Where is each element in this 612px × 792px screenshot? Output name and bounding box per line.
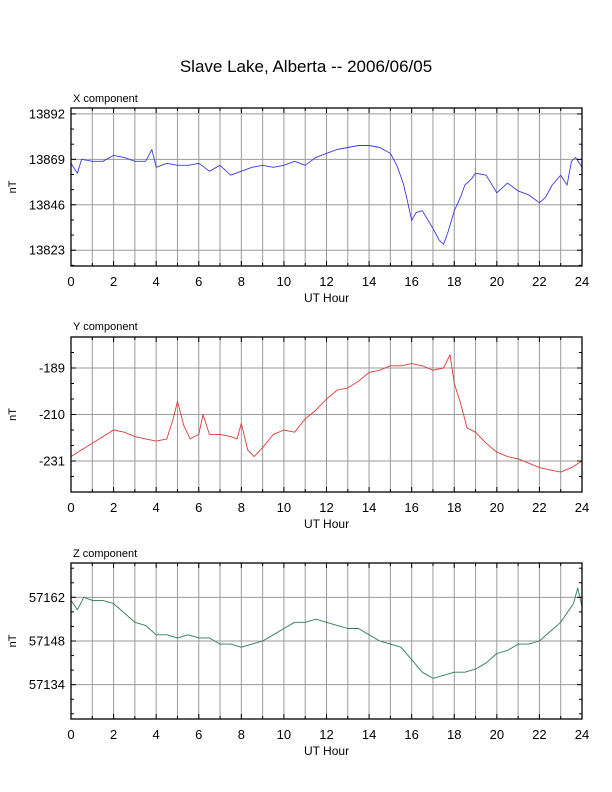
- x-tick-label: 10: [277, 727, 291, 742]
- x-tick-label: 14: [362, 274, 376, 289]
- y-tick-label: 57134: [29, 677, 65, 692]
- x-tick-label: 16: [404, 500, 418, 515]
- y-tick-label: 13869: [29, 152, 65, 167]
- x-tick-label: 22: [532, 274, 546, 289]
- x-tick-label: 4: [153, 500, 160, 515]
- x-tick-label: 8: [238, 500, 245, 515]
- x-tick-label: 6: [195, 274, 202, 289]
- y-tick-label: -210: [39, 407, 65, 422]
- x-axis-label: UT Hour: [304, 744, 349, 758]
- x-tick-label: 22: [532, 727, 546, 742]
- y-tick-label: -189: [39, 361, 65, 376]
- series-line-x: [70, 145, 583, 245]
- x-tick-label: 2: [110, 500, 117, 515]
- y-axis-label: nT: [7, 408, 19, 421]
- x-tick-label: 18: [447, 500, 461, 515]
- panel-label-y: Y component: [73, 321, 138, 333]
- x-tick-label: 12: [319, 727, 333, 742]
- x-tick-label: 6: [195, 500, 202, 515]
- x-tick-label: 20: [490, 727, 504, 742]
- x-tick-label: 2: [110, 274, 117, 289]
- x-axis-label: UT Hour: [304, 291, 349, 305]
- panel-label-z: Z component: [73, 548, 137, 560]
- x-tick-label: 4: [153, 727, 160, 742]
- x-tick-label: 12: [319, 500, 333, 515]
- x-tick-label: 18: [447, 274, 461, 289]
- x-tick-label: 16: [404, 274, 418, 289]
- chart-title: Slave Lake, Alberta -- 2006/06/05: [179, 57, 433, 76]
- panel-label-x: X component: [73, 93, 138, 105]
- y-tick-label: 57162: [29, 590, 65, 605]
- x-tick-label: 24: [575, 274, 589, 289]
- panel-x: 0 2 4 6 8 10 12 14 16 18 20 22 241382313846138691389…: [7, 93, 589, 305]
- y-tick-label: 57148: [29, 634, 65, 649]
- x-tick-label: 0: [67, 274, 74, 289]
- x-tick-label: 8: [238, 274, 245, 289]
- x-tick-label: 6: [195, 727, 202, 742]
- x-tick-label: 0: [67, 500, 74, 515]
- x-tick-label: 0: [67, 727, 74, 742]
- x-tick-label: 24: [575, 727, 589, 742]
- x-tick-label: 14: [362, 727, 376, 742]
- y-tick-label: 13892: [29, 106, 65, 121]
- y-tick-label: -231: [39, 454, 65, 469]
- y-tick-label: 13846: [29, 197, 65, 212]
- x-tick-label: 10: [277, 500, 291, 515]
- x-tick-label: 16: [404, 727, 418, 742]
- y-tick-label: 13823: [29, 243, 65, 258]
- x-tick-label: 20: [490, 274, 504, 289]
- x-tick-label: 18: [447, 727, 461, 742]
- x-tick-label: 12: [319, 274, 333, 289]
- x-tick-label: 24: [575, 500, 589, 515]
- x-tick-label: 2: [110, 727, 117, 742]
- x-axis-label: UT Hour: [304, 517, 349, 531]
- y-axis-label: nT: [7, 180, 19, 193]
- x-tick-label: 22: [532, 500, 546, 515]
- series-line-z: [70, 587, 583, 679]
- x-tick-label: 8: [238, 727, 245, 742]
- x-tick-label: 14: [362, 500, 376, 515]
- series-line-y: [70, 354, 583, 473]
- x-tick-label: 4: [153, 274, 160, 289]
- x-tick-label: 10: [277, 274, 291, 289]
- x-tick-label: 20: [490, 500, 504, 515]
- y-axis-label: nT: [7, 634, 19, 647]
